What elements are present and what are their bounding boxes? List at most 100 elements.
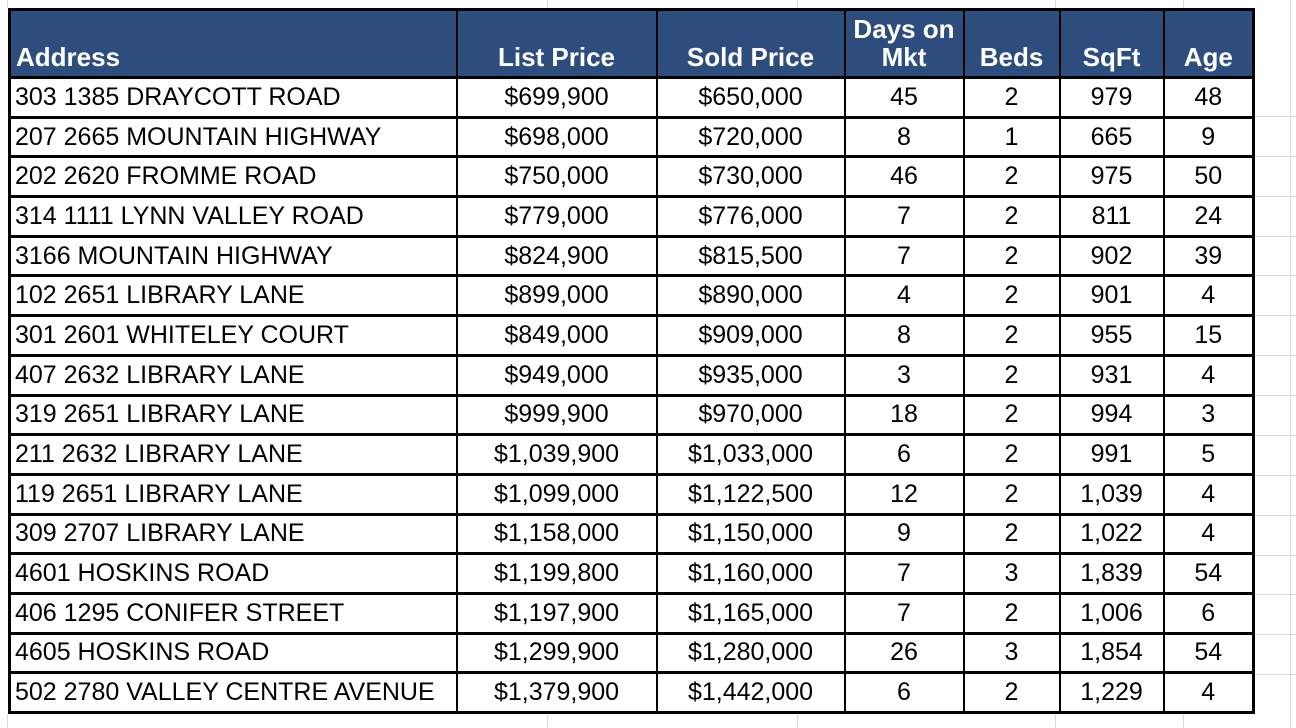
address-cell[interactable]: 502 2780 VALLEY CENTRE AVENUE [8,671,458,714]
list-price-cell[interactable]: $699,900 [455,76,658,119]
list-price-cell[interactable]: $1,158,000 [455,512,658,556]
sold-price-cell[interactable]: $650,000 [655,76,846,119]
beds-cell[interactable]: 2 [962,195,1061,238]
age-cell[interactable]: 4 [1162,274,1255,318]
age-cell[interactable]: 4 [1162,512,1255,556]
sold-price-cell[interactable]: $890,000 [655,274,846,318]
beds-cell[interactable]: 3 [962,552,1061,595]
sqft-cell[interactable]: 811 [1058,195,1165,238]
sqft-cell[interactable]: 991 [1058,433,1165,476]
address-cell[interactable]: 207 2665 MOUNTAIN HIGHWAY [8,115,458,159]
age-cell[interactable]: 24 [1162,195,1255,238]
sqft-cell[interactable]: 975 [1058,155,1165,199]
age-cell[interactable]: 3 [1162,393,1255,437]
age-cell[interactable]: 4 [1162,671,1255,714]
days-on-mkt-cell[interactable]: 26 [843,631,965,675]
age-cell[interactable]: 48 [1162,76,1255,119]
days-on-mkt-cell[interactable]: 7 [843,591,965,635]
age-cell[interactable]: 54 [1162,631,1255,675]
sold-price-cell[interactable]: $1,165,000 [655,591,846,635]
age-cell[interactable]: 50 [1162,155,1255,199]
sold-price-cell[interactable]: $776,000 [655,195,846,238]
age-cell[interactable]: 5 [1162,433,1255,476]
sqft-cell[interactable]: 955 [1058,314,1165,357]
beds-cell[interactable]: 3 [962,631,1061,675]
sqft-cell[interactable]: 1,039 [1058,472,1165,516]
days-on-mkt-cell[interactable]: 9 [843,512,965,556]
address-cell[interactable]: 211 2632 LIBRARY LANE [8,433,458,476]
list-price-cell[interactable]: $824,900 [455,234,658,278]
beds-cell[interactable]: 2 [962,433,1061,476]
sqft-cell[interactable]: 994 [1058,393,1165,437]
list-price-cell[interactable]: $1,379,900 [455,671,658,714]
days-on-mkt-cell[interactable]: 6 [843,671,965,714]
sold-price-cell[interactable]: $1,150,000 [655,512,846,556]
address-cell[interactable]: 4601 HOSKINS ROAD [8,552,458,595]
beds-cell[interactable]: 2 [962,234,1061,278]
address-cell[interactable]: 119 2651 LIBRARY LANE [8,472,458,516]
sold-price-cell[interactable]: $909,000 [655,314,846,357]
address-cell[interactable]: 4605 HOSKINS ROAD [8,631,458,675]
days-on-mkt-cell[interactable]: 8 [843,115,965,159]
address-cell[interactable]: 314 1111 LYNN VALLEY ROAD [8,195,458,238]
days-on-mkt-cell[interactable]: 46 [843,155,965,199]
sold-price-cell[interactable]: $970,000 [655,393,846,437]
days-on-mkt-cell[interactable]: 7 [843,552,965,595]
list-price-cell[interactable]: $1,299,900 [455,631,658,675]
sold-price-cell[interactable]: $730,000 [655,155,846,199]
days-on-mkt-cell[interactable]: 18 [843,393,965,437]
sqft-cell[interactable]: 1,006 [1058,591,1165,635]
age-cell[interactable]: 4 [1162,353,1255,397]
list-price-cell[interactable]: $1,199,800 [455,552,658,595]
beds-cell[interactable]: 2 [962,472,1061,516]
address-cell[interactable]: 202 2620 FROMME ROAD [8,155,458,199]
beds-cell[interactable]: 2 [962,671,1061,714]
beds-cell[interactable]: 1 [962,115,1061,159]
age-cell[interactable]: 4 [1162,472,1255,516]
days-on-mkt-cell[interactable]: 3 [843,353,965,397]
beds-cell[interactable]: 2 [962,155,1061,199]
age-cell[interactable]: 54 [1162,552,1255,595]
age-cell[interactable]: 39 [1162,234,1255,278]
beds-cell[interactable]: 2 [962,314,1061,357]
column-header-sqft[interactable]: SqFt [1058,8,1165,79]
list-price-cell[interactable]: $750,000 [455,155,658,199]
days-on-mkt-cell[interactable]: 7 [843,195,965,238]
beds-cell[interactable]: 2 [962,76,1061,119]
sold-price-cell[interactable]: $1,033,000 [655,433,846,476]
days-on-mkt-cell[interactable]: 45 [843,76,965,119]
list-price-cell[interactable]: $698,000 [455,115,658,159]
days-on-mkt-cell[interactable]: 8 [843,314,965,357]
beds-cell[interactable]: 2 [962,274,1061,318]
list-price-cell[interactable]: $779,000 [455,195,658,238]
days-on-mkt-cell[interactable]: 6 [843,433,965,476]
sold-price-cell[interactable]: $720,000 [655,115,846,159]
age-cell[interactable]: 15 [1162,314,1255,357]
column-header-list-price[interactable]: List Price [455,8,658,79]
address-cell[interactable]: 301 2601 WHITELEY COURT [8,314,458,357]
days-on-mkt-cell[interactable]: 7 [843,234,965,278]
beds-cell[interactable]: 2 [962,353,1061,397]
sqft-cell[interactable]: 1,022 [1058,512,1165,556]
sold-price-cell[interactable]: $815,500 [655,234,846,278]
list-price-cell[interactable]: $1,197,900 [455,591,658,635]
sold-price-cell[interactable]: $1,442,000 [655,671,846,714]
beds-cell[interactable]: 2 [962,512,1061,556]
list-price-cell[interactable]: $1,099,000 [455,472,658,516]
column-header-days-on-mkt[interactable]: Days on Mkt [843,8,965,79]
sqft-cell[interactable]: 665 [1058,115,1165,159]
sold-price-cell[interactable]: $1,122,500 [655,472,846,516]
sqft-cell[interactable]: 979 [1058,76,1165,119]
address-cell[interactable]: 3166 MOUNTAIN HIGHWAY [8,234,458,278]
address-cell[interactable]: 102 2651 LIBRARY LANE [8,274,458,318]
age-cell[interactable]: 9 [1162,115,1255,159]
list-price-cell[interactable]: $1,039,900 [455,433,658,476]
list-price-cell[interactable]: $849,000 [455,314,658,357]
sqft-cell[interactable]: 1,839 [1058,552,1165,595]
list-price-cell[interactable]: $999,900 [455,393,658,437]
column-header-address[interactable]: Address [8,8,458,79]
sqft-cell[interactable]: 1,229 [1058,671,1165,714]
column-header-beds[interactable]: Beds [962,8,1061,79]
beds-cell[interactable]: 2 [962,591,1061,635]
address-cell[interactable]: 319 2651 LIBRARY LANE [8,393,458,437]
